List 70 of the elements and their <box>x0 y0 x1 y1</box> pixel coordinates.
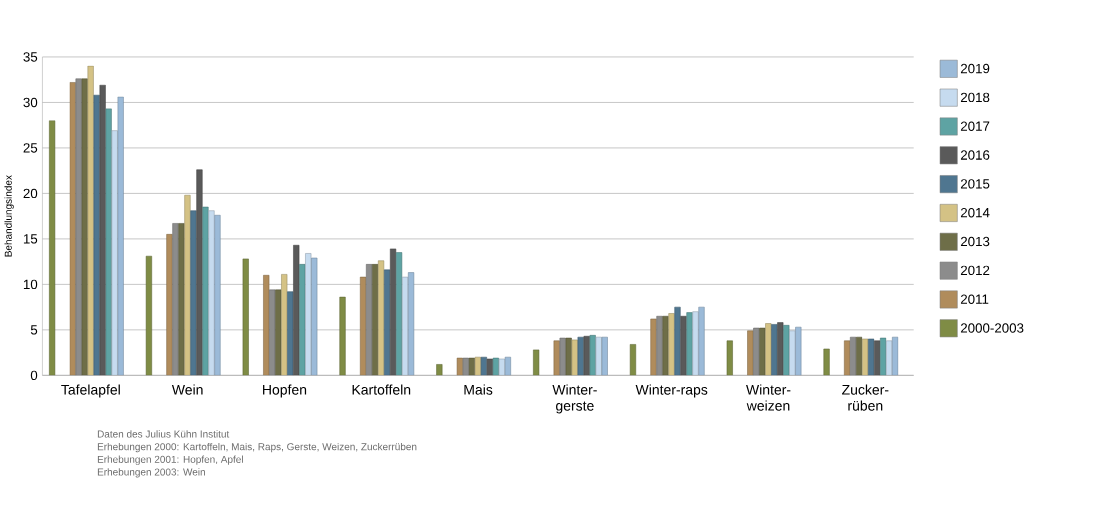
legend-label: 2013 <box>960 237 990 247</box>
y-tick-label: 35 <box>23 52 38 62</box>
legend-label: 2014 <box>960 208 990 218</box>
bar <box>656 316 663 376</box>
bar <box>281 274 288 376</box>
bar <box>436 364 443 376</box>
bar <box>365 264 373 376</box>
x-tick-label: Winter-weizen <box>746 384 791 411</box>
bar <box>823 348 830 376</box>
bar <box>339 297 346 376</box>
x-tick-label: Kartoffeln <box>352 384 411 395</box>
y-tick-label: 15 <box>23 234 38 244</box>
legend-label: 2012 <box>960 265 990 276</box>
bar <box>242 258 249 376</box>
y-tick-label: 20 <box>23 188 38 199</box>
bar <box>99 85 106 376</box>
bar <box>874 340 881 376</box>
bar <box>862 338 869 376</box>
text: Daten des Julius Kühn Institut <box>97 430 230 438</box>
bar <box>269 289 276 376</box>
x-tick-label: Winter-raps <box>635 384 708 398</box>
bar <box>196 169 203 376</box>
bar <box>765 323 772 376</box>
bar <box>293 245 300 376</box>
y-tick-label: 25 <box>23 143 38 153</box>
text: Erhebungen 2000: Kartoffeln, Mais, Raps, Gerste, Weizen, Zuckerrüben <box>97 443 417 453</box>
bar <box>87 65 94 376</box>
x-tick-label: Hopfen <box>263 384 307 398</box>
y-tick-label: 10 <box>23 279 38 290</box>
bar <box>777 322 784 376</box>
bar <box>75 78 82 376</box>
y-tick-label: 30 <box>23 97 38 108</box>
bar <box>456 358 463 376</box>
bar <box>263 275 270 376</box>
bar <box>680 316 687 376</box>
bar <box>553 340 560 376</box>
legend-label: 2017 <box>960 121 990 132</box>
bar <box>378 260 385 376</box>
bar <box>850 337 857 376</box>
bar <box>49 120 56 376</box>
x-tick-label: Mais <box>464 384 493 395</box>
bar <box>184 195 191 376</box>
bar <box>172 223 179 376</box>
legend-label: 2018 <box>960 92 990 103</box>
x-tick-label: Winter-gerste <box>552 384 597 414</box>
bar <box>747 330 754 376</box>
y-tick-label: 5 <box>30 325 38 335</box>
bar <box>726 340 733 376</box>
bar <box>166 234 173 376</box>
legend-label: 2000-2003 <box>960 323 1024 333</box>
x-tick-label: Tafelapfel <box>61 384 120 398</box>
x-tick-label: Zucker-rüben <box>842 384 889 411</box>
legend-label: 2015 <box>960 179 990 189</box>
y-axis-title: Behandlungsindex <box>4 175 14 257</box>
bar <box>359 277 367 376</box>
bar <box>145 256 152 376</box>
bar <box>668 313 675 376</box>
bar <box>753 327 760 376</box>
y-tick-label: 0 <box>30 370 38 381</box>
bar <box>533 349 540 376</box>
legend-label: 2016 <box>960 150 990 160</box>
legend-label: 2019 <box>960 64 990 74</box>
text: Erhebungen 2001: Hopfen, Apfel <box>97 455 243 466</box>
x-tick-label: Wein <box>171 384 203 395</box>
bar <box>650 318 657 376</box>
bar <box>390 248 397 376</box>
legend-label: 2011 <box>960 294 989 305</box>
bar <box>844 340 851 376</box>
text: Erhebungen 2003: Wein <box>97 468 205 478</box>
bar <box>629 344 637 376</box>
